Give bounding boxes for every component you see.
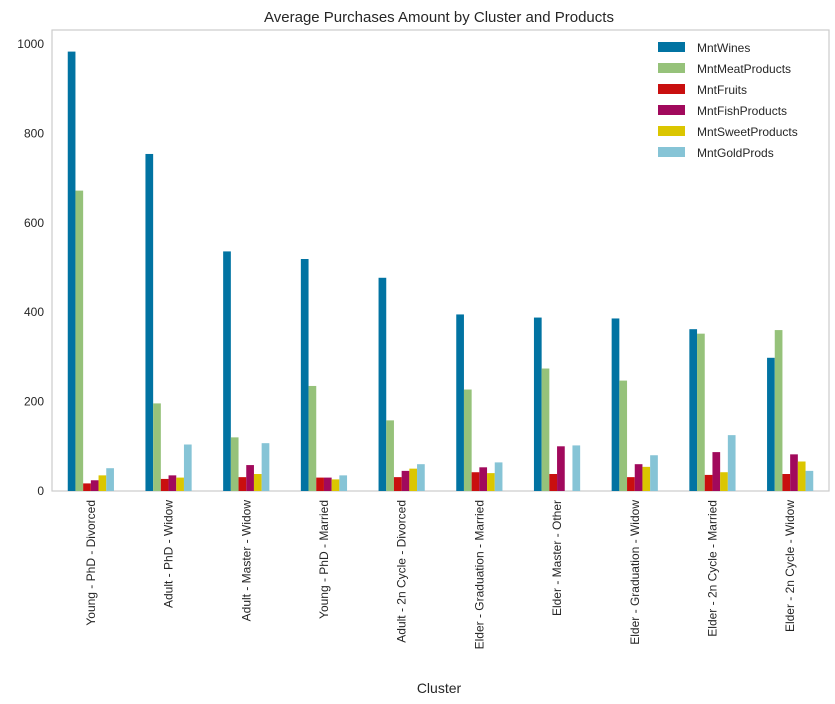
x-tick-label: Elder - 2n Cycle - Widow [783, 500, 797, 632]
bar-MntGoldProds-7 [650, 455, 658, 491]
bar-MntFishProducts-4 [401, 470, 410, 491]
bar-MntSweetProducts-8 [720, 472, 728, 491]
y-axis-ticks: 0 200 400 600 800 1000 [17, 37, 44, 498]
x-tick-label: Elder - Master - Other [550, 500, 564, 616]
bar-MntGoldProds-2 [261, 443, 270, 491]
bar-MntMeatProducts-4 [386, 420, 394, 491]
bar-MntFishProducts-3 [323, 477, 332, 491]
legend-label-MntFruits: MntFruits [697, 83, 747, 97]
bar-MntMeatProducts-2 [230, 437, 239, 491]
legend-swatch-MntGoldProds [658, 147, 685, 157]
bar-MntFishProducts-5 [479, 467, 488, 491]
bar-MntFruits-3 [316, 477, 324, 491]
legend-swatch-MntSweetProducts [658, 126, 685, 136]
bar-MntFishProducts-7 [634, 464, 643, 491]
bar-MntGoldProds-6 [572, 445, 581, 491]
bar-MntSweetProducts-7 [642, 466, 651, 491]
y-tick-label: 0 [37, 484, 44, 498]
bar-MntFruits-0 [83, 483, 91, 491]
x-tick-label: Elder - Graduation - Married [472, 500, 486, 649]
bar-MntGoldProds-9 [805, 470, 814, 491]
x-tick-label: Adult - Master - Widow [239, 500, 253, 622]
bar-MntFruits-1 [160, 478, 169, 491]
y-tick-label: 200 [24, 395, 44, 409]
plot-frame [51, 29, 830, 492]
legend: MntWines MntMeatProducts MntFruits MntFishP… [658, 41, 798, 160]
bar-MntGoldProds-0 [106, 468, 114, 491]
bar-MntGoldProds-5 [494, 462, 503, 491]
x-tick-label: Elder - 2n Cycle - Married [705, 500, 719, 637]
bar-MntFishProducts-6 [557, 446, 565, 491]
bar-MntMeatProducts-5 [463, 389, 472, 491]
bar-MntWines-6 [533, 317, 542, 491]
bar-MntFruits-6 [549, 474, 558, 491]
bar-MntSweetProducts-5 [487, 473, 495, 491]
bar-MntSweetProducts-2 [253, 474, 262, 491]
x-axis-ticks: Young - PhD - Divorced Adult - PhD - Wido… [84, 500, 797, 650]
x-tick-label: Elder - Graduation - Widow [628, 500, 642, 645]
bar-MntMeatProducts-8 [697, 333, 705, 491]
bar-MntFruits-9 [782, 474, 791, 491]
bar-MntWines-3 [300, 259, 309, 491]
bar-MntMeatProducts-7 [619, 380, 628, 491]
bar-MntWines-9 [767, 357, 775, 491]
chart-title: Average Purchases Amount by Cluster and … [264, 9, 614, 26]
y-tick-label: 800 [24, 126, 44, 140]
bar-MntFruits-4 [393, 477, 402, 491]
bar-MntFruits-5 [471, 472, 480, 491]
bar-MntWines-1 [145, 153, 154, 491]
bar-MntFishProducts-0 [90, 480, 99, 491]
y-tick-label: 400 [24, 305, 44, 319]
legend-label-MntGoldProds: MntGoldProds [697, 146, 774, 160]
bars-group [67, 51, 814, 492]
bar-MntWines-7 [611, 318, 620, 491]
bar-MntGoldProds-3 [339, 475, 348, 491]
bar-MntFishProducts-2 [246, 465, 254, 491]
y-tick-label: 600 [24, 216, 44, 230]
bar-MntFruits-8 [704, 474, 713, 491]
bar-MntWines-4 [378, 277, 387, 491]
legend-swatch-MntFruits [658, 84, 685, 94]
bar-MntFishProducts-8 [712, 452, 721, 491]
x-tick-label: Adult - PhD - Widow [162, 500, 176, 608]
bar-MntSweetProducts-1 [176, 477, 184, 491]
bar-MntMeatProducts-1 [153, 403, 161, 491]
x-axis-label: Cluster [417, 680, 462, 696]
bar-MntWines-5 [456, 314, 464, 491]
bar-MntFishProducts-1 [168, 475, 177, 491]
legend-label-MntMeatProducts: MntMeatProducts [697, 62, 791, 76]
y-tick-label: 1000 [17, 37, 44, 51]
bar-MntSweetProducts-4 [409, 468, 418, 491]
bar-MntWines-8 [689, 329, 698, 491]
bar-MntFruits-7 [627, 477, 635, 491]
x-tick-label: Young - PhD - Married [317, 500, 331, 619]
x-tick-label: Young - PhD - Divorced [84, 500, 98, 626]
legend-swatch-MntWines [658, 42, 685, 52]
bar-MntWines-2 [223, 251, 231, 491]
bar-MntMeatProducts-6 [541, 368, 550, 491]
bar-MntGoldProds-1 [183, 444, 192, 491]
bar-MntWines-0 [67, 51, 76, 491]
bar-MntMeatProducts-0 [75, 190, 84, 491]
x-tick-label: Adult - 2n Cycle - Divorced [395, 500, 409, 643]
bar-MntSweetProducts-0 [98, 475, 107, 491]
bar-MntSweetProducts-9 [797, 461, 806, 491]
bar-MntGoldProds-4 [417, 464, 425, 491]
bar-MntFruits-2 [238, 477, 247, 491]
bar-MntMeatProducts-3 [308, 385, 317, 491]
bar-MntSweetProducts-3 [331, 479, 340, 491]
legend-swatch-MntMeatProducts [658, 63, 685, 73]
bar-MntFishProducts-9 [790, 454, 798, 491]
legend-label-MntWines: MntWines [697, 41, 750, 55]
bar-MntMeatProducts-9 [774, 330, 783, 491]
legend-swatch-MntFishProducts [658, 105, 685, 115]
legend-label-MntSweetProducts: MntSweetProducts [697, 125, 798, 139]
bar-MntGoldProds-8 [727, 435, 736, 492]
legend-label-MntFishProducts: MntFishProducts [697, 104, 787, 118]
